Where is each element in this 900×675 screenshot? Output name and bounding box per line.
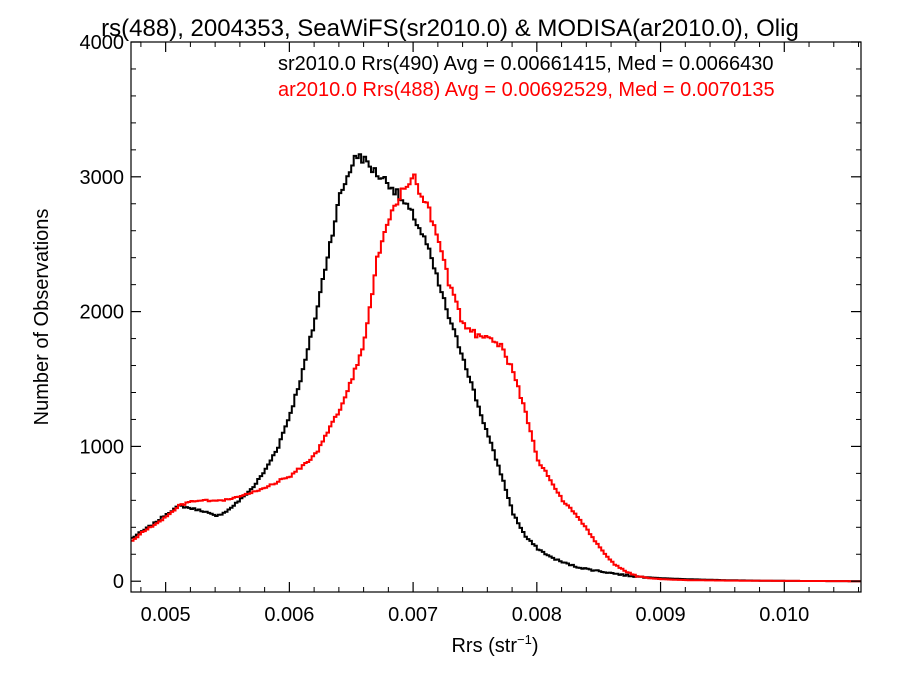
series-line-2	[131, 173, 861, 583]
x-tick-label: 0.005	[141, 604, 191, 626]
plot-frame	[130, 41, 862, 593]
x-axis-label: Rrs (str−1)	[451, 632, 538, 657]
y-axis: 0 1000 2000 3000 4000	[80, 32, 861, 593]
x-tick-label: 0.008	[512, 604, 562, 626]
x-tick-label: 0.009	[636, 604, 686, 626]
x-axis-label-superscript: −1	[517, 632, 532, 647]
x-axis: 0.005 0.006 0.007 0.008 0.009 0.010	[140, 42, 860, 626]
y-tick-label: 2000	[80, 302, 125, 324]
legend-entry-2: ar2010.0 Rrs(488) Avg = 0.00692529, Med …	[278, 79, 775, 101]
y-tick-label: 4000	[80, 32, 125, 54]
x-tick-label: 0.007	[388, 604, 438, 626]
y-axis-label: Number of Observations	[31, 209, 53, 426]
x-tick-label: 0.006	[264, 604, 314, 626]
x-axis-label-text: Rrs (str	[451, 635, 517, 657]
legend-entry-1: sr2010.0 Rrs(490) Avg = 0.00661415, Med …	[278, 53, 774, 75]
y-tick-label: 1000	[80, 436, 125, 458]
x-tick-label: 0.010	[759, 604, 809, 626]
chart-title: rs(488), 2004353, SeaWiFS(sr2010.0) & MO…	[101, 15, 799, 42]
legend: sr2010.0 Rrs(490) Avg = 0.00661415, Med …	[278, 53, 775, 101]
x-axis-label-close: )	[532, 635, 539, 657]
series-layer	[131, 153, 861, 583]
y-tick-label: 3000	[80, 167, 125, 189]
y-tick-label: 0	[113, 571, 124, 593]
